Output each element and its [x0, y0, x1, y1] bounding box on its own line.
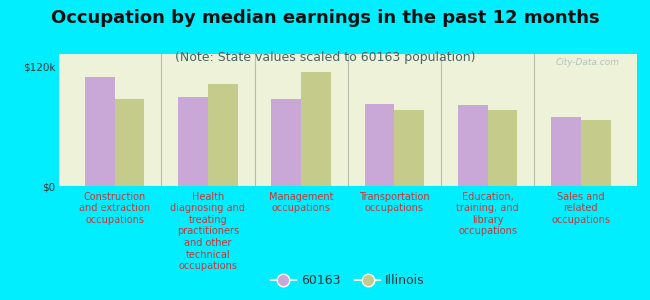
Bar [551, 116, 581, 186]
Bar [271, 99, 301, 186]
Bar [208, 84, 238, 186]
Text: (Note: State values scaled to 60163 population): (Note: State values scaled to 60163 popu… [175, 51, 475, 64]
Bar [178, 97, 208, 186]
Bar [301, 72, 331, 186]
Bar [581, 119, 611, 186]
Bar [458, 105, 488, 186]
Legend: 60163, Illinois: 60163, Illinois [266, 269, 430, 292]
Bar [395, 110, 424, 186]
Bar [84, 77, 114, 186]
Bar [488, 110, 517, 186]
Bar [114, 99, 144, 186]
Bar [365, 103, 395, 186]
Text: Occupation by median earnings in the past 12 months: Occupation by median earnings in the pas… [51, 9, 599, 27]
Text: City-Data.com: City-Data.com [556, 58, 619, 67]
